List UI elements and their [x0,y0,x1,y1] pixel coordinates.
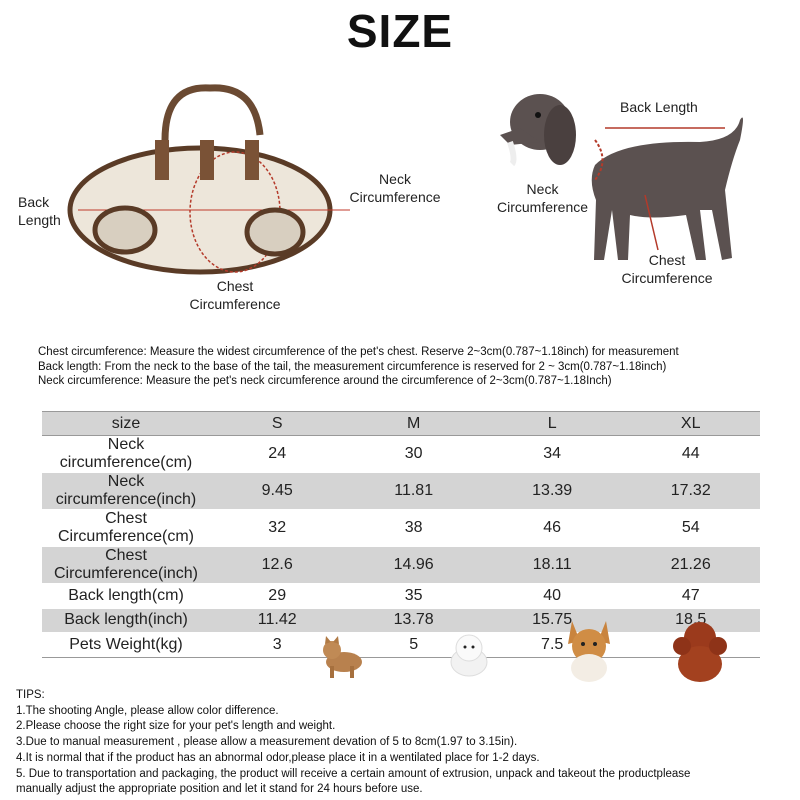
dog-chest-circumference-label: Chest Circumference [621,252,713,286]
white-puppy-image [444,630,494,678]
size-value: 13.78 [344,607,483,634]
size-value: 40 [482,583,622,609]
table-header-row: size S M L XL [42,410,760,437]
header-cell: M [344,410,483,437]
measurement-descriptions: Chest circumference: Measure the widest … [38,345,679,389]
size-value: 46 [482,509,622,548]
size-value: 14.96 [344,546,483,585]
dog-neck-circumference-label: Neck Circumference [496,181,589,215]
bag-chest-circumference-label: Chest Circumference [189,278,281,312]
size-value: 17.32 [621,472,760,511]
row-label: Back length(inch) [42,607,210,634]
desc-chest: Chest circumference: Measure the widest … [38,346,679,358]
size-value: 32 [210,509,345,548]
size-value: 18.11 [482,546,622,585]
header-cell: L [482,410,622,437]
size-value: 9.45 [210,472,345,511]
size-value: 47 [621,583,760,609]
pet-carrier-bag-image [67,84,350,275]
tip-item: 1.The shooting Angle, please allow color… [16,704,279,717]
tip-item: manually adjust the appropriate position… [16,783,423,796]
header-cell: S [210,410,345,437]
size-value: 11.81 [344,472,483,511]
kitten-image [318,628,366,680]
size-value: 29 [210,583,345,609]
page-title: SIZE [346,5,454,57]
table-row: Chest Circumference(cm) 32 38 46 54 [42,509,760,548]
table-row: Neck circumference(inch) 9.45 11.81 13.39 17… [42,472,760,511]
size-value: 44 [621,435,760,474]
tip-item: 5. Due to transportation and packaging, … [16,767,691,780]
size-value: 11.42 [210,607,345,634]
desc-neck: Neck circumference: Measure the pet's ne… [38,375,612,387]
desc-back: Back length: From the neck to the base o… [38,360,667,373]
size-value: 34 [482,435,622,474]
size-value: 21.26 [621,546,760,585]
size-value: 13.39 [482,472,622,511]
size-value: 12.6 [210,546,345,585]
row-label: Chest Circumference(inch) [42,546,210,585]
bag-back-length-label: Back Length [18,194,61,228]
size-value: 15.75 [482,607,622,634]
bag-neck-circumference-label: Neck Circumference [349,171,441,205]
size-table: size S M L XL Neck circumference(cm) 24 30… [42,410,760,658]
red-poodle-image [672,618,728,686]
table-row: Neck circumference(cm) 24 30 34 44 [42,435,760,474]
size-value: 38 [344,509,483,548]
header-cell: size [42,410,210,437]
dog-back-length-label: Back Length [620,99,698,115]
table-row: Pets Weight(kg)357.510 [42,632,760,658]
size-value: 30 [344,435,483,474]
tips-heading: TIPS: [16,689,45,701]
row-label: Chest Circumference(cm) [42,509,210,548]
table-row: Back length(inch) 11.42 13.78 15.75 18.5 [42,607,760,634]
row-label: Pets Weight(kg) [42,632,210,658]
size-value: 54 [621,509,760,548]
tip-item: 4.It is normal that if the product has a… [16,751,540,764]
table-row: Back length(cm) 29 35 40 47 [42,583,760,609]
table-row: Chest Circumference(inch) 12.6 14.96 18.11 2… [42,546,760,585]
size-value: 3 [210,632,345,658]
row-label: Neck circumference(cm) [42,435,210,474]
row-label: Back length(cm) [42,583,210,609]
corgi-image [560,616,618,686]
size-value: 24 [210,435,345,474]
tips-section: TIPS: 1.The shooting Angle, please allow… [16,688,690,798]
dog-measurement-diagram [500,94,743,260]
row-label: Neck circumference(inch) [42,472,210,511]
header-cell: XL [621,410,760,437]
tip-item: 3.Due to manual measurement , please all… [16,736,518,749]
tip-item: 2.Please choose the right size for your … [16,720,336,733]
size-value: 35 [344,583,483,609]
